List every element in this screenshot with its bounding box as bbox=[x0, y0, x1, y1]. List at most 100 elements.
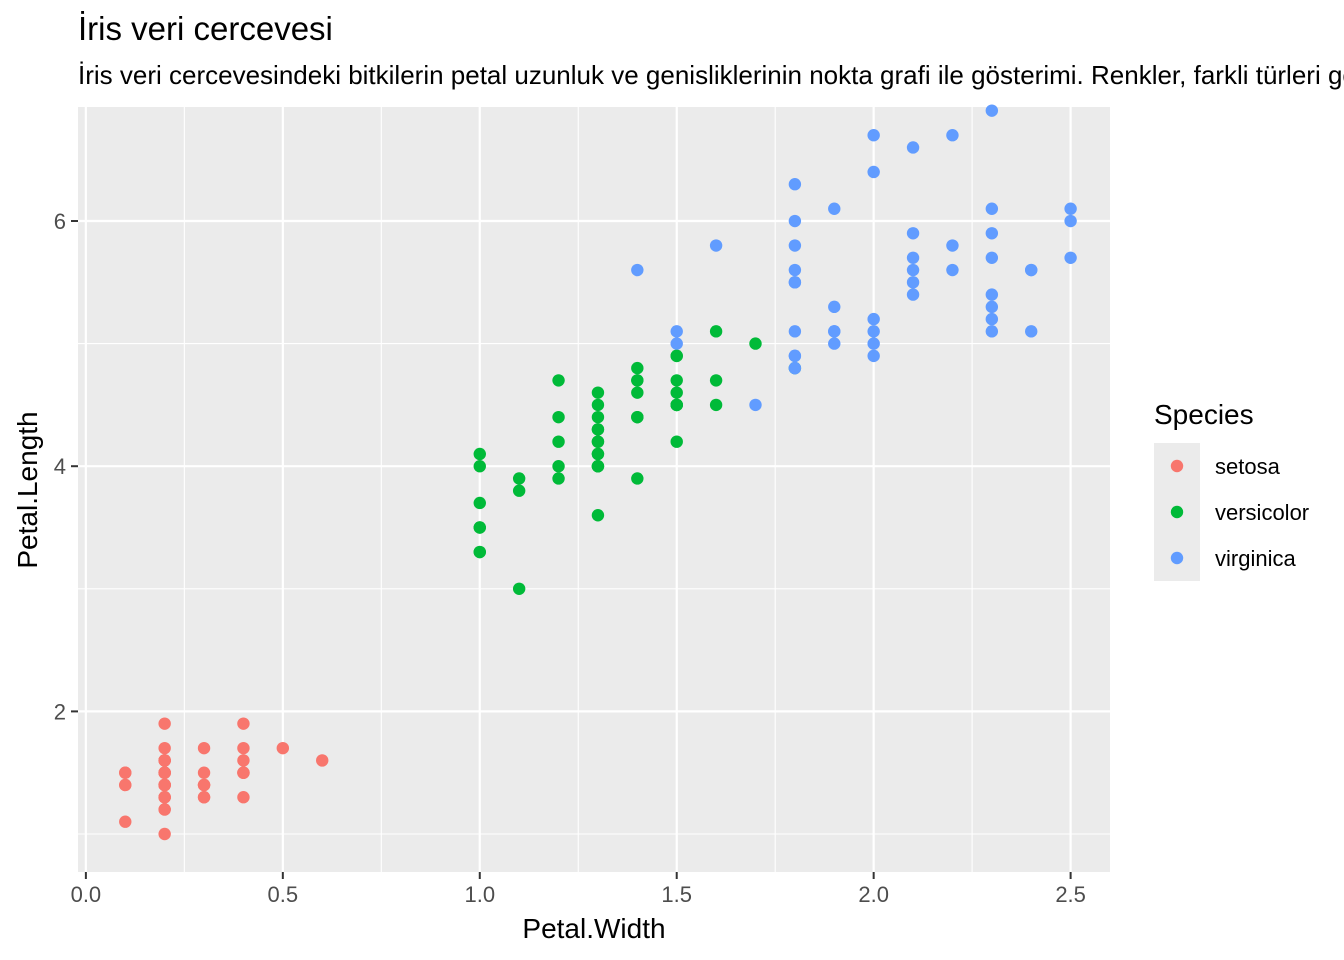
plot-panel bbox=[78, 107, 1110, 872]
x-axis-title: Petal.Width bbox=[522, 913, 665, 944]
x-tick-label: 0.0 bbox=[71, 882, 102, 907]
data-point-setosa bbox=[158, 803, 171, 816]
data-point-setosa bbox=[158, 827, 171, 841]
data-point-versicolor bbox=[591, 398, 605, 412]
data-point-virginica bbox=[1025, 263, 1038, 277]
data-point-versicolor bbox=[670, 349, 683, 363]
data-point-virginica bbox=[749, 398, 762, 412]
x-tick-label: 1.5 bbox=[661, 882, 692, 907]
data-point-versicolor bbox=[670, 386, 683, 399]
data-point-setosa bbox=[197, 778, 211, 792]
axes: 0.0 0.5 1.0 1.5 2.0 2.5 2 4 6 bbox=[54, 209, 1086, 907]
data-point-versicolor bbox=[709, 374, 723, 387]
data-point-versicolor bbox=[591, 509, 605, 522]
data-point-virginica bbox=[906, 288, 920, 301]
data-point-setosa bbox=[119, 778, 132, 792]
data-point-virginica bbox=[985, 251, 999, 264]
data-point-versicolor bbox=[552, 374, 565, 387]
data-point-versicolor bbox=[749, 337, 762, 350]
data-point-virginica bbox=[985, 288, 999, 301]
data-point-virginica bbox=[788, 349, 802, 363]
data-point-versicolor bbox=[631, 374, 644, 387]
data-point-virginica bbox=[906, 227, 920, 240]
data-point-setosa bbox=[237, 741, 250, 755]
data-point-setosa bbox=[158, 778, 171, 792]
data-point-versicolor bbox=[473, 545, 486, 559]
data-point-setosa bbox=[119, 766, 132, 779]
data-point-setosa bbox=[158, 717, 171, 730]
legend-key-versicolor bbox=[1170, 505, 1184, 519]
data-point-setosa bbox=[276, 741, 290, 755]
data-point-virginica bbox=[670, 325, 683, 338]
data-point-setosa bbox=[158, 791, 171, 804]
x-tick-label: 2.0 bbox=[858, 882, 889, 907]
data-point-versicolor bbox=[591, 410, 605, 424]
y-tick-label: 4 bbox=[54, 454, 66, 479]
data-point-virginica bbox=[985, 104, 999, 117]
data-point-virginica bbox=[788, 239, 802, 252]
data-point-virginica bbox=[985, 227, 999, 240]
data-point-setosa bbox=[158, 754, 171, 767]
legend-label-versicolor: versicolor bbox=[1215, 500, 1309, 525]
x-tick-label: 1.0 bbox=[464, 882, 495, 907]
data-point-setosa bbox=[237, 766, 250, 779]
data-point-virginica bbox=[906, 276, 920, 289]
data-point-versicolor bbox=[552, 410, 565, 424]
data-point-setosa bbox=[237, 754, 250, 767]
data-point-setosa bbox=[158, 766, 171, 779]
data-point-versicolor bbox=[709, 398, 723, 412]
data-point-virginica bbox=[788, 263, 802, 277]
x-tick-label: 0.5 bbox=[268, 882, 299, 907]
data-point-versicolor bbox=[631, 472, 644, 485]
data-point-versicolor bbox=[709, 325, 723, 338]
data-point-virginica bbox=[946, 263, 959, 277]
data-point-versicolor bbox=[631, 386, 644, 399]
data-point-versicolor bbox=[591, 386, 605, 399]
legend: Species setosa versicolor virginica bbox=[1154, 399, 1309, 581]
legend-items: setosa versicolor virginica bbox=[1170, 454, 1309, 571]
data-point-virginica bbox=[867, 337, 880, 350]
data-point-virginica bbox=[828, 337, 841, 350]
y-tick-label: 2 bbox=[54, 699, 66, 724]
legend-title: Species bbox=[1154, 399, 1254, 430]
data-point-versicolor bbox=[670, 435, 683, 448]
data-point-virginica bbox=[946, 239, 959, 252]
data-point-virginica bbox=[788, 325, 802, 338]
data-point-virginica bbox=[906, 141, 920, 154]
data-point-virginica bbox=[1025, 325, 1038, 338]
data-point-virginica bbox=[906, 263, 920, 277]
data-point-versicolor bbox=[552, 435, 565, 448]
data-point-versicolor bbox=[552, 472, 565, 485]
data-point-virginica bbox=[670, 337, 683, 350]
legend-key-setosa bbox=[1170, 459, 1184, 473]
y-tick-label: 6 bbox=[54, 209, 66, 234]
data-point-virginica bbox=[985, 202, 999, 215]
data-point-virginica bbox=[828, 202, 841, 215]
data-point-virginica bbox=[867, 312, 880, 326]
data-point-virginica bbox=[946, 128, 959, 142]
data-point-virginica bbox=[867, 165, 880, 179]
data-point-setosa bbox=[237, 717, 250, 730]
data-point-virginica bbox=[788, 178, 802, 191]
data-point-virginica bbox=[788, 361, 802, 375]
data-point-virginica bbox=[828, 300, 841, 314]
data-point-versicolor bbox=[512, 472, 526, 485]
data-point-virginica bbox=[867, 349, 880, 363]
data-point-virginica bbox=[1064, 202, 1077, 215]
x-tick-label: 2.5 bbox=[1055, 882, 1086, 907]
data-points bbox=[119, 104, 1077, 841]
data-point-versicolor bbox=[591, 435, 605, 448]
data-point-versicolor bbox=[631, 361, 644, 375]
data-point-versicolor bbox=[670, 374, 683, 387]
data-point-virginica bbox=[985, 312, 999, 326]
data-point-virginica bbox=[906, 251, 920, 264]
data-point-virginica bbox=[985, 325, 999, 338]
data-point-setosa bbox=[197, 791, 211, 804]
y-axis-title: Petal.Length bbox=[12, 411, 43, 568]
data-point-virginica bbox=[1064, 251, 1077, 264]
data-point-versicolor bbox=[591, 423, 605, 436]
data-point-virginica bbox=[985, 300, 999, 314]
data-point-virginica bbox=[788, 214, 802, 228]
data-point-setosa bbox=[237, 791, 250, 804]
